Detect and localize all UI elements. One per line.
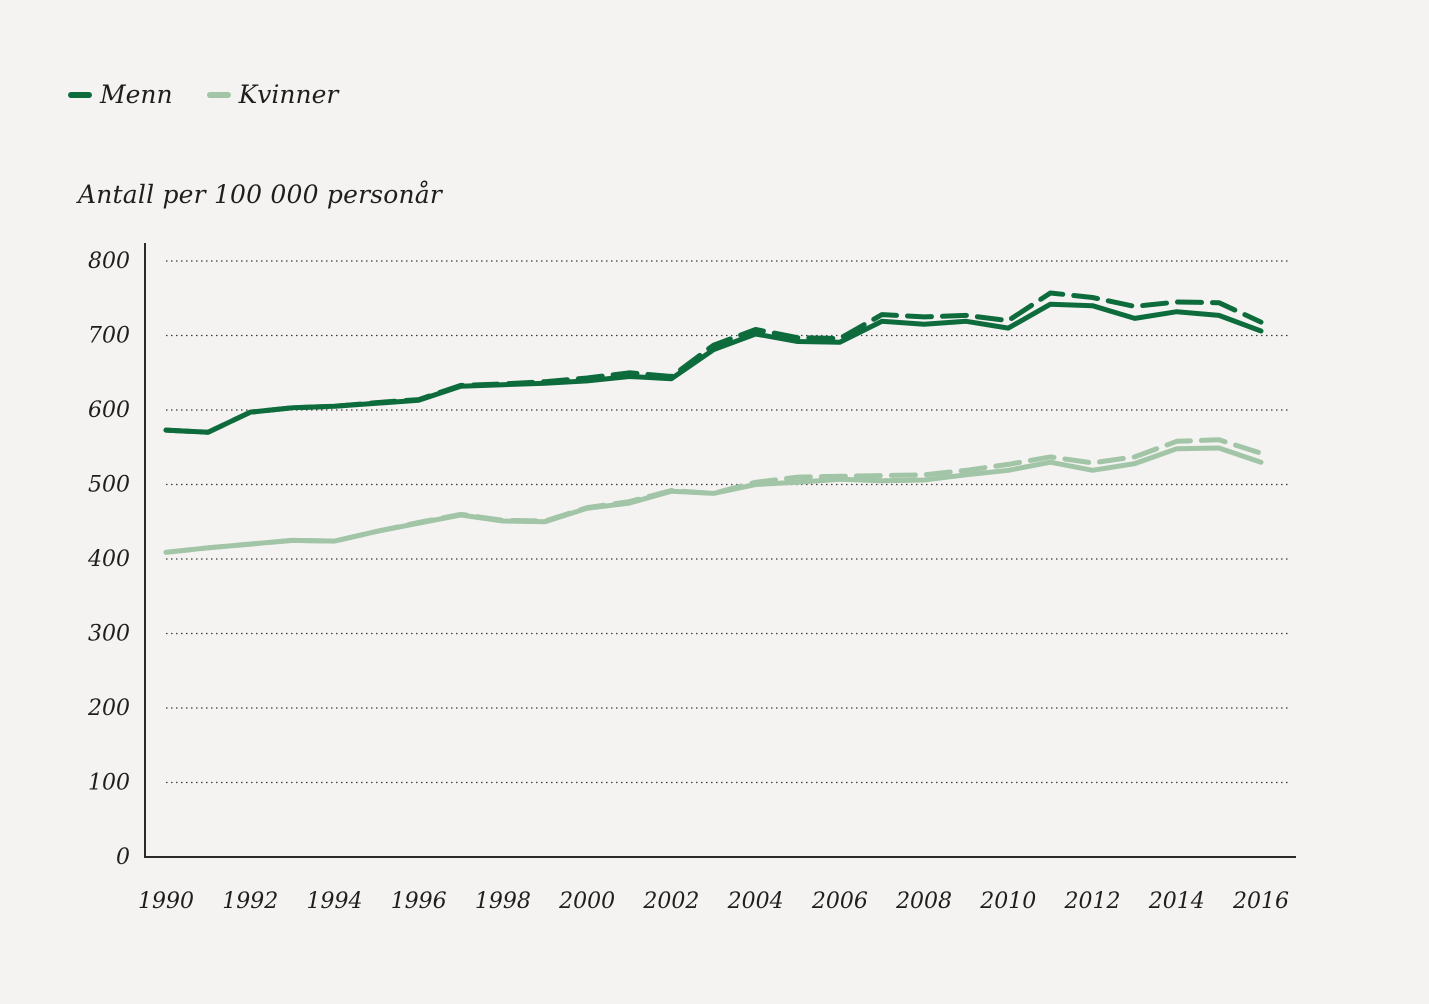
x-tick-label-1996: 1996 [391, 889, 447, 914]
legend-label-menn: Menn [100, 80, 173, 109]
y-tick-label-300: 300 [88, 622, 130, 647]
series-lines [163, 290, 1264, 555]
x-tick-label-1994: 1994 [306, 889, 362, 914]
series-line-kvinner-dashed [163, 437, 1264, 555]
legend-label-kvinner: Kvinner [238, 80, 339, 109]
y-tick-label-700: 700 [88, 324, 130, 349]
x-tick-labels: 1990 1992 1994 1996 1998 2000 2002 2004 2006 2008… [138, 889, 1289, 914]
legend: Menn Kvinner [68, 80, 338, 109]
x-tick-label-2004: 2004 [727, 889, 784, 914]
series-line-menn-dashed [163, 290, 1264, 435]
y-tick-label-800: 800 [88, 249, 130, 274]
x-tick-label-2006: 2006 [811, 889, 868, 914]
series-line-menn-solid [163, 301, 1264, 435]
y-tick-label-600: 600 [88, 398, 130, 423]
x-tick-label-2010: 2010 [979, 889, 1036, 914]
series-line-kvinner-solid [163, 445, 1264, 555]
x-tick-label-1990: 1990 [138, 889, 194, 914]
x-tick-label-2002: 2002 [642, 889, 699, 914]
y-tick-labels: 0 100 200 300 400 500 600 700 800 [87, 249, 130, 870]
y-tick-label-200: 200 [87, 696, 130, 721]
y-axis-label: Antall per 100 000 personår [78, 180, 443, 209]
legend-swatch-kvinner [206, 91, 231, 98]
legend-item-menn: Menn [68, 80, 173, 109]
y-tick-label-0: 0 [116, 845, 130, 870]
x-tick-label-2008: 2008 [895, 889, 952, 914]
axes [144, 243, 1296, 858]
y-tick-label-100: 100 [88, 771, 130, 796]
x-tick-label-1992: 1992 [222, 889, 278, 914]
x-tick-label-1998: 1998 [475, 889, 531, 914]
y-tick-label-500: 500 [88, 473, 130, 498]
legend-swatch-menn [68, 91, 92, 98]
x-tick-label-2012: 2012 [1064, 889, 1121, 914]
x-tick-label-2014: 2014 [1148, 889, 1205, 914]
x-tick-label-2000: 2000 [558, 889, 615, 914]
y-tick-label-400: 400 [87, 547, 130, 572]
x-tick-label-2016: 2016 [1232, 889, 1289, 914]
legend-item-kvinner: Kvinner [206, 80, 339, 109]
